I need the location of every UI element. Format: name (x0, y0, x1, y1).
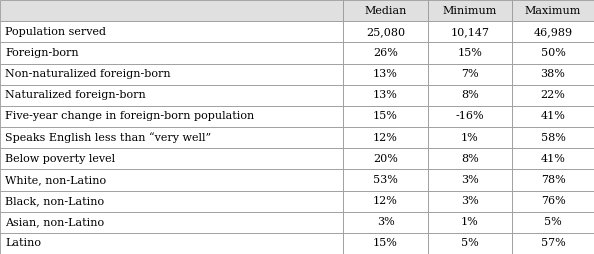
Bar (512, 64, 594, 85)
Bar (428, 85, 512, 106)
Text: Five-year change in foreign-born population: Five-year change in foreign-born populat… (5, 112, 254, 121)
Text: 8%: 8% (461, 90, 479, 100)
Text: 8%: 8% (461, 154, 479, 164)
Text: 50%: 50% (541, 48, 565, 58)
Bar (0, 148, 343, 169)
Text: 15%: 15% (373, 112, 398, 121)
Text: 5%: 5% (544, 217, 562, 227)
Bar (428, 64, 512, 85)
Text: Median: Median (364, 6, 407, 15)
Text: 13%: 13% (373, 90, 398, 100)
Text: Maximum: Maximum (525, 6, 581, 15)
Bar (343, 127, 428, 148)
Text: 15%: 15% (373, 239, 398, 248)
Bar (512, 169, 594, 190)
Bar (512, 127, 594, 148)
Bar (0, 127, 343, 148)
Bar (512, 212, 594, 233)
Text: 3%: 3% (461, 175, 479, 185)
Bar (0, 0, 343, 21)
Text: 3%: 3% (461, 196, 479, 206)
Text: Foreign-born: Foreign-born (5, 48, 78, 58)
Bar (428, 148, 512, 169)
Text: Minimum: Minimum (443, 6, 497, 15)
Text: Speaks English less than “very well”: Speaks English less than “very well” (5, 132, 211, 143)
Text: 53%: 53% (373, 175, 398, 185)
Text: 58%: 58% (541, 133, 565, 142)
Bar (343, 42, 428, 64)
Bar (343, 21, 428, 42)
Text: 12%: 12% (373, 196, 398, 206)
Text: 12%: 12% (373, 133, 398, 142)
Text: White, non-Latino: White, non-Latino (5, 175, 106, 185)
Bar (512, 0, 594, 21)
Bar (428, 233, 512, 254)
Bar (428, 190, 512, 212)
Bar (512, 85, 594, 106)
Text: 22%: 22% (541, 90, 565, 100)
Text: 7%: 7% (461, 69, 479, 79)
Text: Latino: Latino (5, 239, 41, 248)
Text: 38%: 38% (541, 69, 565, 79)
Bar (428, 42, 512, 64)
Text: -16%: -16% (456, 112, 484, 121)
Bar (428, 21, 512, 42)
Text: 41%: 41% (541, 112, 565, 121)
Bar (512, 190, 594, 212)
Bar (428, 212, 512, 233)
Bar (428, 106, 512, 127)
Bar (512, 148, 594, 169)
Bar (343, 190, 428, 212)
Text: 26%: 26% (373, 48, 398, 58)
Text: 25,080: 25,080 (366, 27, 405, 37)
Bar (0, 190, 343, 212)
Text: 41%: 41% (541, 154, 565, 164)
Bar (0, 85, 343, 106)
Text: 5%: 5% (461, 239, 479, 248)
Text: 78%: 78% (541, 175, 565, 185)
Bar (343, 233, 428, 254)
Text: Population served: Population served (5, 27, 106, 37)
Bar (0, 64, 343, 85)
Bar (428, 127, 512, 148)
Bar (0, 169, 343, 190)
Text: 57%: 57% (541, 239, 565, 248)
Text: 1%: 1% (461, 217, 479, 227)
Bar (343, 106, 428, 127)
Bar (428, 0, 512, 21)
Text: Non-naturalized foreign-born: Non-naturalized foreign-born (5, 69, 170, 79)
Text: 20%: 20% (373, 154, 398, 164)
Text: Naturalized foreign-born: Naturalized foreign-born (5, 90, 146, 100)
Bar (0, 212, 343, 233)
Bar (428, 169, 512, 190)
Text: Below poverty level: Below poverty level (5, 154, 115, 164)
Text: 3%: 3% (377, 217, 394, 227)
Bar (343, 85, 428, 106)
Text: 10,147: 10,147 (450, 27, 489, 37)
Bar (512, 21, 594, 42)
Text: 1%: 1% (461, 133, 479, 142)
Bar (512, 42, 594, 64)
Bar (343, 0, 428, 21)
Bar (343, 212, 428, 233)
Bar (512, 106, 594, 127)
Bar (0, 233, 343, 254)
Text: 13%: 13% (373, 69, 398, 79)
Text: 76%: 76% (541, 196, 565, 206)
Bar (343, 148, 428, 169)
Text: 46,989: 46,989 (533, 27, 573, 37)
Bar (343, 64, 428, 85)
Text: 15%: 15% (457, 48, 482, 58)
Bar (0, 21, 343, 42)
Bar (0, 106, 343, 127)
Text: Asian, non-Latino: Asian, non-Latino (5, 217, 104, 227)
Bar (343, 169, 428, 190)
Bar (0, 42, 343, 64)
Bar (512, 233, 594, 254)
Text: Black, non-Latino: Black, non-Latino (5, 196, 104, 206)
